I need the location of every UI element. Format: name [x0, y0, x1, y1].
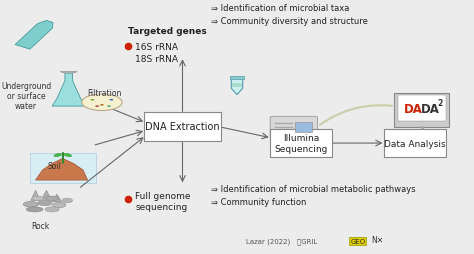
Text: Soil: Soil [47, 161, 62, 170]
Text: Illumina
Sequencing: Illumina Sequencing [274, 134, 328, 153]
FancyBboxPatch shape [295, 123, 312, 133]
Polygon shape [52, 194, 62, 202]
Text: DNA Extraction: DNA Extraction [145, 122, 220, 132]
Text: ⇒ Identification of microbial metabolic pathways: ⇒ Identification of microbial metabolic … [211, 185, 416, 194]
Ellipse shape [23, 202, 38, 207]
Ellipse shape [38, 201, 52, 206]
Text: 18S rRNA: 18S rRNA [135, 55, 178, 64]
Text: GEO: GEO [350, 238, 365, 244]
Polygon shape [231, 79, 243, 95]
FancyBboxPatch shape [30, 153, 96, 183]
Polygon shape [232, 84, 242, 88]
Ellipse shape [100, 105, 104, 106]
Text: Targeted genes: Targeted genes [128, 27, 207, 36]
Text: ⇒ Identification of microbial taxa: ⇒ Identification of microbial taxa [211, 4, 349, 13]
Text: ⇒ Community diversity and structure: ⇒ Community diversity and structure [211, 17, 368, 26]
Ellipse shape [109, 100, 113, 101]
Text: Underground
or surface
water: Underground or surface water [1, 81, 51, 111]
Polygon shape [31, 190, 40, 201]
Ellipse shape [64, 154, 72, 157]
Ellipse shape [107, 106, 111, 107]
Text: Full genome: Full genome [135, 191, 191, 200]
FancyBboxPatch shape [398, 96, 446, 121]
Ellipse shape [46, 196, 59, 201]
Polygon shape [52, 74, 85, 107]
FancyBboxPatch shape [270, 129, 332, 157]
Text: N✕: N✕ [371, 235, 383, 244]
Polygon shape [42, 190, 51, 199]
FancyBboxPatch shape [230, 76, 244, 80]
Ellipse shape [62, 198, 73, 203]
FancyBboxPatch shape [144, 113, 220, 141]
Ellipse shape [95, 106, 99, 107]
Ellipse shape [91, 100, 94, 101]
Text: DA: DA [404, 102, 423, 115]
Ellipse shape [26, 207, 43, 212]
Text: sequencing: sequencing [135, 202, 187, 212]
Text: Data Analysis: Data Analysis [384, 139, 446, 148]
Ellipse shape [82, 95, 122, 111]
Text: Rock: Rock [31, 221, 49, 230]
Text: Lazar (2022)   ⓖGRIL: Lazar (2022) ⓖGRIL [246, 238, 318, 244]
FancyBboxPatch shape [394, 93, 449, 128]
Ellipse shape [53, 203, 66, 208]
FancyBboxPatch shape [383, 129, 446, 157]
Ellipse shape [32, 196, 44, 201]
Text: DA: DA [421, 102, 440, 115]
Polygon shape [60, 72, 77, 74]
Text: Filtration: Filtration [88, 88, 122, 97]
Text: 2: 2 [437, 99, 443, 107]
Ellipse shape [54, 154, 62, 157]
Text: ⇒ Community function: ⇒ Community function [211, 197, 306, 207]
Polygon shape [36, 159, 88, 180]
Ellipse shape [45, 207, 59, 212]
Text: 16S rRNA: 16S rRNA [135, 42, 178, 52]
FancyBboxPatch shape [270, 117, 318, 138]
Polygon shape [15, 21, 53, 50]
